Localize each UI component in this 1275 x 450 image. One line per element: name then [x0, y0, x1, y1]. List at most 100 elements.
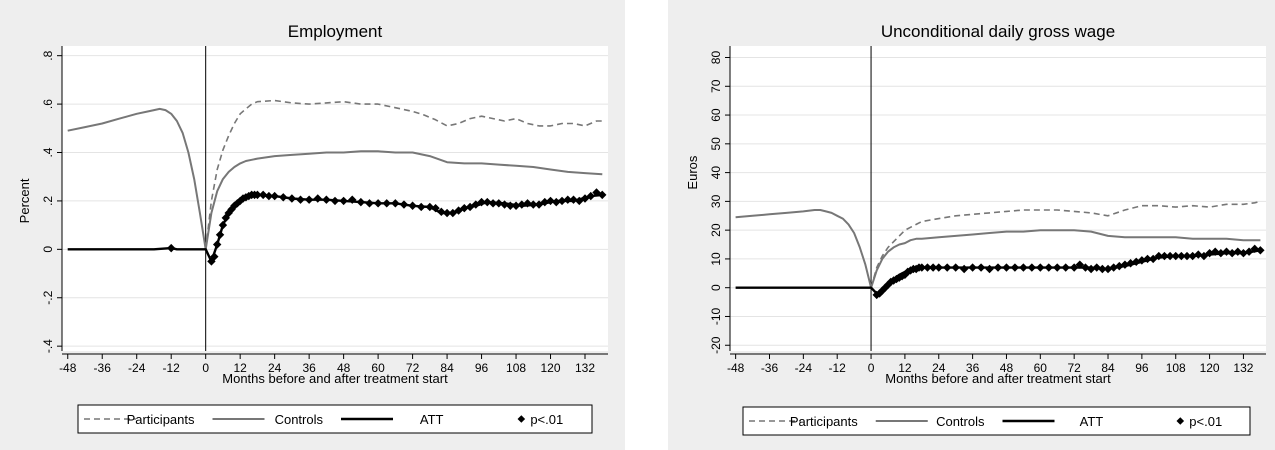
- significance-marker: [1132, 257, 1141, 267]
- employment-chart: Employment -.4 -.2 0 .2 .4 .6 .8 Percent -48 -36 -2…: [17, 22, 608, 434]
- y-tick-label: .2: [41, 196, 55, 206]
- significance-marker: [304, 195, 314, 204]
- significance-marker: [1211, 247, 1220, 256]
- significance-marker: [1027, 263, 1037, 272]
- y-axis-label: Euros: [685, 155, 700, 189]
- x-tick-label: -48: [59, 361, 77, 375]
- significance-marker: [348, 195, 357, 204]
- significance-marker: [569, 195, 578, 204]
- significance-marker: [488, 199, 498, 208]
- significance-marker: [258, 190, 268, 200]
- legend-label-controls: Controls: [275, 412, 324, 427]
- y-tick-label: .8: [41, 50, 55, 60]
- chart-title: Employment: [288, 22, 383, 41]
- significance-marker: [1250, 244, 1259, 254]
- significance-marker: [1137, 256, 1147, 265]
- significance-marker: [1244, 247, 1254, 256]
- x-tick-label: 84: [1101, 361, 1115, 375]
- y-tick-label: 10: [709, 252, 723, 266]
- x-tick-label: 48: [1000, 361, 1014, 375]
- significance-marker: [408, 201, 417, 210]
- significance-marker: [500, 200, 509, 209]
- x-tick-label: 0: [202, 361, 209, 375]
- x-tick-label: -12: [163, 361, 181, 375]
- significance-marker: [1199, 251, 1209, 261]
- significance-marker: [540, 197, 549, 207]
- significance-marker: [210, 252, 219, 261]
- series-line-participants: [204, 99, 603, 250]
- significance-marker: [230, 201, 239, 210]
- y-tick-label: -20: [709, 336, 723, 354]
- legend-box: [77, 404, 593, 434]
- y-tick-label: .6: [41, 99, 55, 109]
- significance-marker: [391, 199, 400, 208]
- significance-marker: [523, 199, 532, 208]
- x-tick-label: 60: [1034, 361, 1048, 375]
- x-tick-label: 108: [506, 361, 526, 375]
- y-tick-label: 70: [709, 79, 723, 93]
- significance-marker: [1081, 263, 1090, 272]
- significance-marker: [563, 195, 572, 204]
- significance-marker: [1177, 251, 1186, 261]
- significance-marker: [442, 208, 452, 218]
- significance-marker: [437, 207, 446, 217]
- chart-title: Unconditional daily gross wage: [881, 22, 1115, 41]
- significance-marker: [296, 195, 305, 204]
- x-axis-label: Months before and after treatment start: [222, 371, 448, 386]
- x-tick-label: 48: [337, 361, 351, 375]
- significance-marker: [167, 243, 176, 253]
- significance-marker: [1086, 264, 1096, 274]
- legend-label-att: ATT: [420, 412, 444, 427]
- significance-marker: [529, 200, 538, 209]
- series-line-controls: [735, 209, 1261, 289]
- legend-box: [742, 406, 1251, 436]
- x-tick-label: -12: [829, 361, 847, 375]
- x-tick-label: 60: [371, 361, 385, 375]
- significance-marker: [1216, 248, 1226, 258]
- x-tick-label: 0: [868, 361, 875, 375]
- significance-marker: [270, 191, 279, 201]
- legend-label-participants: Participants: [127, 412, 195, 427]
- x-tick-label: 24: [932, 361, 946, 375]
- significance-marker: [1239, 248, 1248, 258]
- significance-marker: [534, 200, 544, 209]
- y-axis-label: Percent: [17, 178, 32, 223]
- significance-marker: [322, 195, 331, 204]
- significance-marker: [951, 263, 960, 272]
- x-tick-label: 36: [302, 361, 316, 375]
- significance-marker: [1036, 263, 1045, 272]
- significance-marker: [425, 202, 435, 212]
- significance-marker: [279, 193, 288, 202]
- significance-marker: [1092, 263, 1101, 272]
- significance-marker: [431, 203, 440, 213]
- significance-marker: [264, 191, 274, 201]
- x-tick-label: 12: [898, 361, 912, 375]
- y-tick-label: 50: [709, 137, 723, 151]
- significance-marker: [557, 196, 567, 206]
- significance-marker: [903, 267, 912, 277]
- significance-marker: [356, 197, 366, 207]
- significance-marker: [511, 201, 521, 210]
- significance-marker: [943, 263, 952, 272]
- y-tick-label: 80: [709, 51, 723, 65]
- x-tick-label: 108: [1166, 361, 1186, 375]
- legend-marker-p-01: [517, 415, 526, 423]
- y-tick-label: -.4: [41, 339, 55, 353]
- plot-area: [730, 46, 1266, 351]
- significance-marker: [1188, 251, 1197, 261]
- legend-label-p-01: p<.01: [1189, 414, 1222, 429]
- y-tick-label: 40: [709, 166, 723, 180]
- significance-marker: [365, 199, 374, 208]
- y-tick-label: 30: [709, 194, 723, 208]
- y-tick-label: 60: [709, 108, 723, 122]
- significance-marker: [985, 264, 994, 274]
- significance-marker: [586, 191, 595, 201]
- significance-marker: [580, 194, 590, 203]
- x-tick-label: 72: [1067, 361, 1081, 375]
- y-tick-label: -10: [709, 307, 723, 325]
- significance-marker: [313, 194, 322, 203]
- x-tick-label: 96: [475, 361, 489, 375]
- significance-marker: [218, 220, 228, 230]
- significance-marker: [373, 199, 383, 208]
- legend-label-controls: Controls: [936, 414, 985, 429]
